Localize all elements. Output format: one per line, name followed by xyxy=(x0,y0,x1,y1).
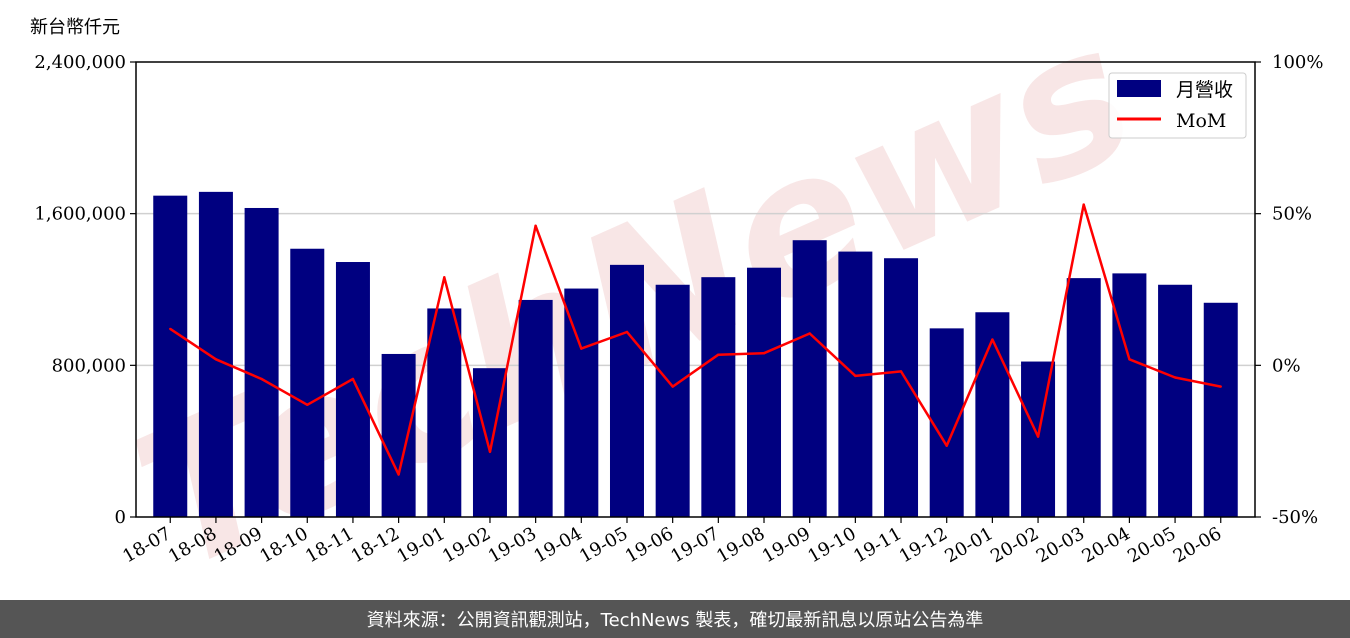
mom-point xyxy=(169,327,172,331)
x-tick-label: 20-05 xyxy=(1124,523,1179,567)
mom-point xyxy=(534,224,537,227)
mom-point xyxy=(214,358,218,361)
right-y-axis: -50% 0% 50% 100% xyxy=(1255,52,1323,528)
bar xyxy=(838,251,873,518)
mom-point xyxy=(260,377,263,381)
x-tick-label: 19-01 xyxy=(393,523,448,567)
x-tick-label: 20-02 xyxy=(987,523,1042,567)
plot-frame xyxy=(135,61,1256,518)
mom-point xyxy=(1128,358,1131,361)
x-tick-label: 19-02 xyxy=(439,523,494,567)
x-tick-label: 19-12 xyxy=(896,523,951,567)
mom-point xyxy=(899,370,903,373)
mom-line xyxy=(169,203,1221,476)
footer-text: 資料來源：公開資訊觀測站，TechNews 製表，確切最新訊息以原站公告為準 xyxy=(366,610,984,631)
y-axis-unit-label: 新台幣仟元 xyxy=(30,17,120,38)
mom-point xyxy=(671,385,674,388)
y2-tick-label: 100% xyxy=(1272,52,1323,73)
bar xyxy=(381,353,416,517)
legend: 月營收 MoM xyxy=(1108,72,1247,139)
bar xyxy=(1158,284,1193,517)
bar xyxy=(198,191,233,518)
mom-line-series xyxy=(169,203,1222,476)
y-tick-label: 1,600,000 xyxy=(34,204,126,225)
mom-point xyxy=(1173,376,1177,379)
mom-point xyxy=(854,374,857,378)
bar-series xyxy=(153,191,1238,518)
mom-point xyxy=(625,330,629,334)
bar xyxy=(1112,273,1147,517)
bar xyxy=(747,267,782,517)
mom-point xyxy=(762,352,766,355)
mom-point xyxy=(580,347,583,350)
bar xyxy=(655,284,690,517)
bar xyxy=(244,207,279,517)
mom-point xyxy=(1219,385,1222,388)
x-tick-label: 20-01 xyxy=(941,523,996,567)
y2-tick-label: 0% xyxy=(1272,355,1301,376)
bar xyxy=(1021,361,1056,517)
bar xyxy=(564,288,599,517)
y2-tick-label: 50% xyxy=(1272,204,1312,225)
bar xyxy=(975,312,1010,517)
left-y-axis: 0 800,000 1,600,000 2,400,000 xyxy=(34,52,136,528)
bar xyxy=(153,195,188,517)
x-tick-label: 18-07 xyxy=(119,523,174,567)
legend-bar-swatch xyxy=(1117,80,1161,97)
mom-point xyxy=(945,444,948,447)
x-tick-label: 20-03 xyxy=(1033,523,1088,567)
x-tick-label: 19-06 xyxy=(622,523,677,567)
y2-tick-label: -50% xyxy=(1272,507,1318,528)
mom-point xyxy=(397,473,400,476)
mom-point xyxy=(1082,203,1085,206)
y-tick-label: 800,000 xyxy=(52,355,126,376)
mom-point xyxy=(1036,435,1040,438)
bar xyxy=(1203,302,1238,517)
legend-label-revenue: 月營收 xyxy=(1176,79,1233,101)
mom-point xyxy=(488,450,492,453)
x-tick-label: 20-06 xyxy=(1170,523,1225,567)
bar xyxy=(929,328,964,517)
bar xyxy=(335,262,370,517)
x-tick-label: 19-03 xyxy=(485,523,540,567)
x-tick-label: 19-07 xyxy=(667,523,722,567)
mom-point xyxy=(351,377,355,381)
mom-point xyxy=(808,332,811,335)
x-tick-label: 20-04 xyxy=(1078,523,1133,567)
bar xyxy=(792,240,827,518)
y-tick-label: 2,400,000 xyxy=(34,52,126,73)
bar xyxy=(290,248,325,518)
x-tick-label: 19-08 xyxy=(713,523,768,567)
bar xyxy=(427,308,462,517)
bar xyxy=(518,299,553,517)
x-tick-label: 19-05 xyxy=(576,523,631,567)
x-tick-label: 19-09 xyxy=(759,523,814,567)
bar xyxy=(1066,278,1101,517)
bar xyxy=(609,264,644,517)
source-footer: 資料來源：公開資訊觀測站，TechNews 製表，確切最新訊息以原站公告為準 xyxy=(0,600,1350,638)
bar xyxy=(884,258,919,517)
mom-point xyxy=(717,353,720,356)
x-tick-label: 19-11 xyxy=(850,523,905,567)
mom-point xyxy=(443,276,446,279)
legend-label-mom: MoM xyxy=(1176,110,1226,132)
y-tick-label: 0 xyxy=(115,507,126,528)
bar xyxy=(701,277,736,517)
mom-point xyxy=(306,403,309,406)
mom-point xyxy=(991,338,994,341)
x-tick-label: 19-04 xyxy=(530,523,585,567)
x-tick-label: 19-10 xyxy=(804,523,859,567)
